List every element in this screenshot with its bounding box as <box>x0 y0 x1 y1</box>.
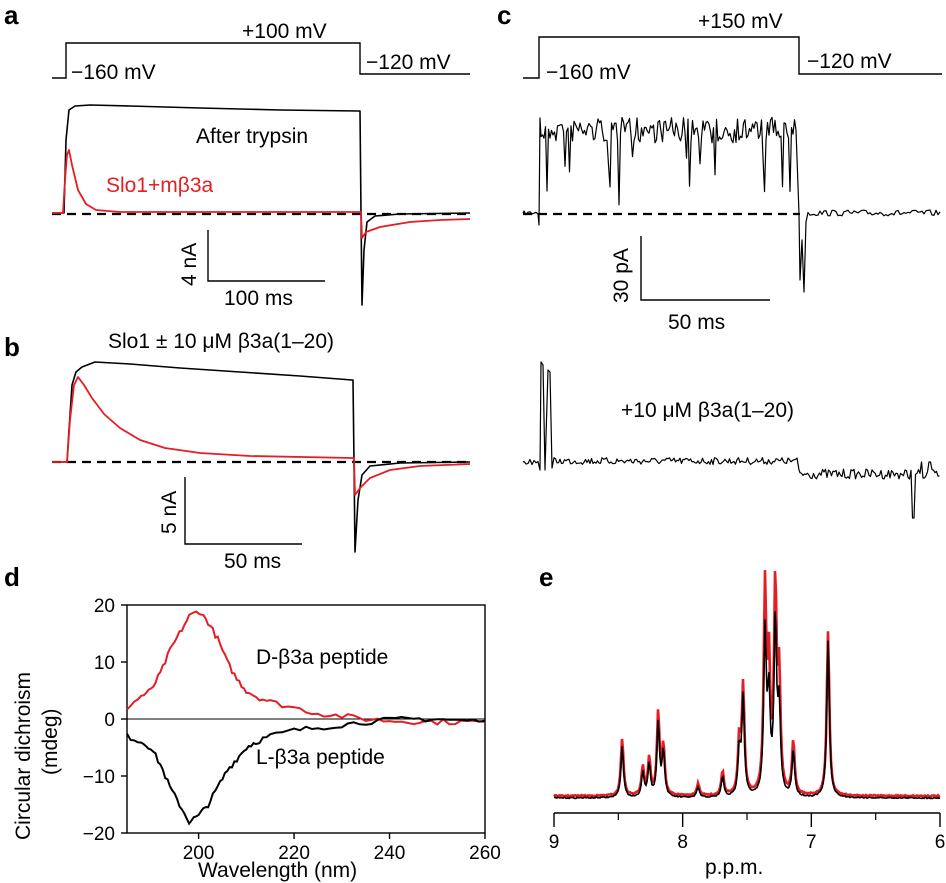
panel-d-ylabel-1: Circular dichroism <box>12 672 35 840</box>
panel-d-x-tick-label: 240 <box>374 843 406 864</box>
panel-d-series-l-peptide <box>126 715 486 826</box>
panel-b-title: Slo1 ± 10 μM β3a(1–20) <box>108 330 334 353</box>
panel-c-single-channel-trace <box>522 116 941 293</box>
panel-c-scale-y: 30 pA <box>610 248 633 303</box>
panel-e-spectrum-red <box>553 570 941 799</box>
panel-e-series <box>553 570 941 800</box>
panel-c-peptide-label: +10 μM β3a(1–20) <box>621 399 794 422</box>
panel-a-label: a <box>4 0 19 30</box>
panel-d-y-tick-label: 0 <box>104 710 115 731</box>
panel-a-slo1-label: Slo1+mβ3a <box>106 174 214 197</box>
panel-c-voltage-protocol <box>523 36 942 79</box>
panel-d-y-tick-label: 10 <box>94 653 115 674</box>
panel-e-x-tick-label: 7 <box>806 832 817 853</box>
panel-e-x-tick-label: 6 <box>935 832 946 853</box>
panel-a-trace-slo1-mb3a <box>52 149 471 239</box>
panel-d-series-d-peptide <box>126 610 486 726</box>
panel-a-scale-y: 4 nA <box>178 243 201 286</box>
panel-c-vhold-label: −160 mV <box>546 61 631 84</box>
panel-a-vhold-label: −160 mV <box>71 61 156 84</box>
panel-a-voltage-protocol <box>52 42 470 79</box>
panel-d-ticks: 200 220 240 260 20 10 0 −10 −20 <box>83 596 501 864</box>
panel-d-x-tick-label: 200 <box>183 843 215 864</box>
panel-d: d Circular dichroism (mdeg) Wavelength (… <box>4 562 501 882</box>
panel-b-trace-control <box>52 361 471 553</box>
panel-a-trace-after-trypsin <box>52 104 471 306</box>
panel-e-x-tick-label: 8 <box>677 832 688 853</box>
panel-c-vtail-label: −120 mV <box>807 50 892 73</box>
panel-b-scale-y: 5 nA <box>158 491 181 534</box>
panel-d-xlabel: Wavelength (nm) <box>198 859 357 882</box>
panel-e-label: e <box>539 562 553 592</box>
panel-d-y-tick-label: −10 <box>83 767 115 788</box>
panel-d-label: d <box>4 562 20 592</box>
panel-a-scale-bar <box>207 230 325 282</box>
panel-b-trace-peptide <box>52 376 471 496</box>
panel-a-vstep-label: +100 mV <box>242 20 327 43</box>
panel-b-scale-bar <box>184 477 302 545</box>
panel-a-after-trypsin-label: After trypsin <box>196 125 308 148</box>
panel-c-peptide-trace <box>522 361 940 519</box>
panel-e: e p.p.m. 9 8 7 6 <box>539 562 945 879</box>
panel-d-black-series-label: L-β3a peptide <box>256 746 385 769</box>
panel-b-label: b <box>4 332 20 362</box>
panel-d-y-tick-label: 20 <box>94 596 115 617</box>
panel-d-y-tick-label: −20 <box>83 824 115 845</box>
panel-c-scale-x: 50 ms <box>668 311 725 334</box>
panel-c-scale-bar <box>640 236 770 301</box>
panel-d-x-tick-label: 260 <box>469 843 501 864</box>
panel-d-ylabel-2: (mdeg) <box>39 708 62 775</box>
panel-a-scale-x: 100 ms <box>224 287 293 310</box>
panel-c: c +150 mV −160 mV −120 mV 30 pA 50 ms +1… <box>497 0 942 519</box>
panel-e-ticks: 9 8 7 6 <box>549 813 946 853</box>
panel-b-scale-x: 50 ms <box>224 550 281 573</box>
panel-e-xlabel: p.p.m. <box>705 856 763 879</box>
panel-d-x-tick-label: 220 <box>278 843 310 864</box>
panel-a: a +100 mV −160 mV −120 mV After trypsin … <box>4 0 471 310</box>
panel-c-vstep-label: +150 mV <box>698 10 783 33</box>
panel-d-red-series-label: D-β3a peptide <box>256 646 388 669</box>
panel-e-spectrum-black <box>553 611 941 800</box>
panel-a-vtail-label: −120 mV <box>366 51 451 74</box>
panel-d-series <box>126 610 486 826</box>
panel-b: b Slo1 ± 10 μM β3a(1–20) 5 nA 50 ms <box>4 330 471 573</box>
panel-c-label: c <box>497 0 511 30</box>
panel-e-x-tick-label: 9 <box>549 832 560 853</box>
